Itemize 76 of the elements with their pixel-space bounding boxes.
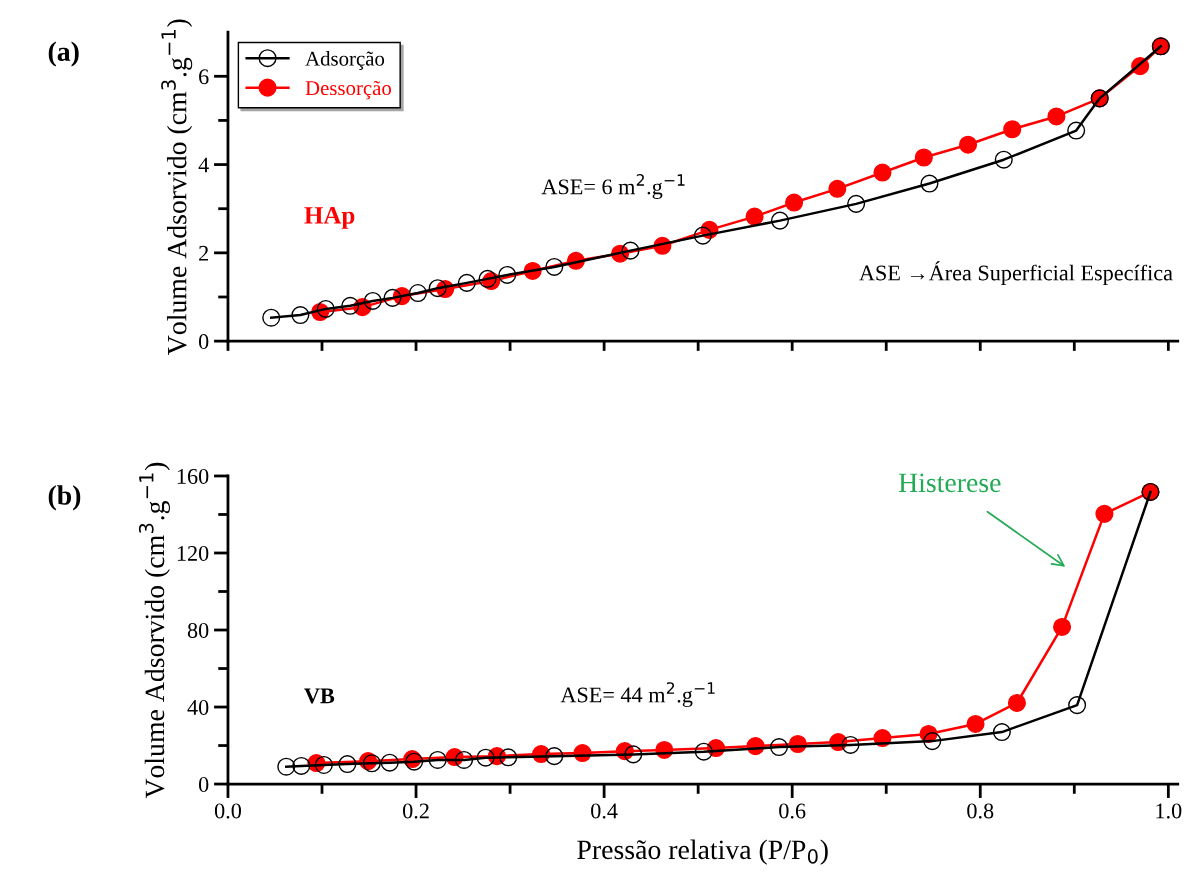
- point: [545, 747, 564, 766]
- point: [478, 269, 497, 288]
- point: [770, 211, 789, 230]
- y-tick-label: 80: [187, 622, 209, 638]
- point: [380, 753, 399, 772]
- y-tick-label: 6: [199, 69, 209, 85]
- legend-label: Dessorção: [305, 80, 392, 100]
- y-axis-title: Volume Adsorvido (cm$^{3}$.g$^{−1}$): [161, 19, 193, 355]
- point: [873, 163, 892, 182]
- point: [277, 757, 296, 776]
- point: [262, 308, 281, 327]
- x-tick-label: 0.2: [403, 803, 429, 819]
- x-tick-label: 0.4: [591, 803, 618, 819]
- point: [1007, 693, 1026, 713]
- point: [292, 756, 311, 775]
- point: [847, 194, 866, 213]
- point: [621, 241, 640, 260]
- y-tick-label: 0: [198, 334, 209, 350]
- point: [454, 750, 474, 770]
- point: [745, 207, 764, 226]
- point: [769, 738, 789, 757]
- x-tick-label: 0.6: [779, 803, 806, 819]
- y-axis-title: Volume Adsorvido (cm$^{3}$.g$^{−1}$): [138, 462, 170, 799]
- x-axis-title: Pressão relativa (P/P$_{0}$): [577, 839, 828, 865]
- x-tick-label: 0.0: [214, 803, 242, 819]
- point: [1095, 504, 1114, 523]
- point: [316, 299, 335, 318]
- point: [959, 135, 978, 154]
- x-tick-label: 0.8: [967, 803, 994, 819]
- point: [624, 745, 643, 764]
- point: [363, 291, 382, 310]
- legend-label: Adsorção: [305, 51, 385, 70]
- point: [383, 288, 402, 307]
- point: [1067, 121, 1086, 140]
- point: [499, 748, 518, 767]
- chart-title: (b): [48, 485, 81, 511]
- y-tick-label: 0: [198, 776, 209, 792]
- annotation: Histerese: [898, 473, 1001, 493]
- point: [1068, 696, 1087, 715]
- point: [693, 226, 712, 245]
- point: [1053, 617, 1072, 636]
- annotation: ASE= 6 m$^{2}$.g$^{−1}$: [541, 174, 685, 199]
- annotation: ASE →Área Superficial Específica: [859, 261, 1173, 286]
- point: [1047, 107, 1066, 126]
- y-tick-label: 4: [198, 157, 209, 173]
- annotation: VB: [304, 688, 335, 704]
- point: [498, 265, 517, 284]
- point: [841, 735, 860, 754]
- y-tick-label: 2: [199, 245, 208, 261]
- annotation: ASE= 44 m$^{2}$.g$^{−1}$: [560, 682, 715, 707]
- point: [1003, 120, 1022, 139]
- y-tick-label: 40: [187, 699, 209, 715]
- point: [966, 714, 985, 734]
- point: [338, 755, 357, 774]
- point: [428, 750, 447, 770]
- y-tick-label: 120: [177, 545, 209, 561]
- point: [341, 296, 360, 315]
- point: [992, 723, 1011, 742]
- point: [694, 742, 713, 761]
- point: [428, 279, 447, 298]
- point: [291, 306, 310, 325]
- point: [476, 748, 495, 767]
- point: [923, 732, 942, 751]
- point: [828, 179, 847, 198]
- point: [408, 283, 427, 303]
- point: [314, 755, 333, 775]
- chart-title: (a): [48, 41, 79, 67]
- y-tick-label: 160: [177, 468, 209, 484]
- x-tick-label: 1.0: [1156, 803, 1182, 819]
- point: [994, 150, 1013, 169]
- point: [457, 273, 476, 292]
- point: [545, 257, 564, 276]
- annotation: HAp: [304, 207, 355, 229]
- point: [920, 174, 939, 193]
- point: [785, 193, 804, 212]
- point: [914, 148, 933, 167]
